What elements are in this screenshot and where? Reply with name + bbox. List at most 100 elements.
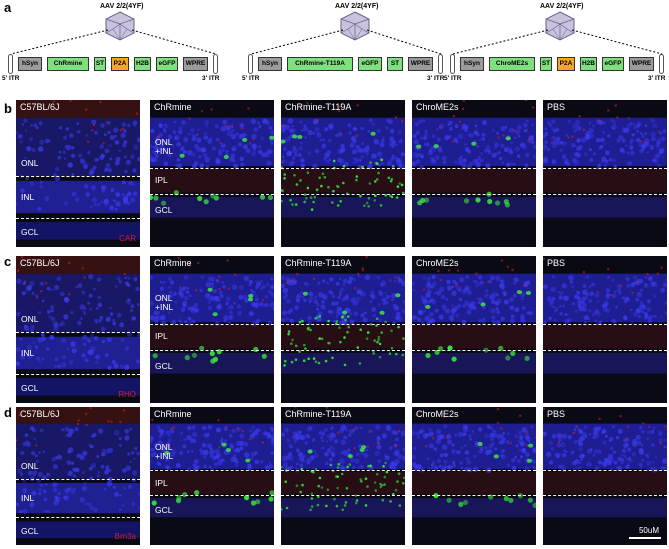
tissue-image [412,100,536,218]
tissue-image [150,257,274,374]
tissue-image [543,407,667,518]
micrograph-c-2: ChRmine-T119A [281,256,405,403]
construct-element-hsyn: hSyn [18,57,42,71]
layer-boundary-line [150,470,274,472]
construct-element-egfp: eGFP [358,57,382,71]
layer-label-ipl: IPL [155,477,168,488]
construct-element-st: ST [387,57,403,71]
layer-boundary-line [281,167,405,169]
construct-element-st: ST [540,57,552,71]
layer-label-gcl: GCL [155,204,173,215]
panel-title: ChroME2s [416,102,459,112]
micrograph-b-0: C57BL/6J ONL INL GCL CAR [16,100,140,247]
layer-label-inl: INL [21,191,35,202]
layer-boundary-line [412,323,536,325]
panel-title: PBS [547,258,566,268]
construct-element-h2b: H2B [134,57,151,71]
tissue-image [16,407,140,539]
layer-label-onl-inl: ONL +INL [155,137,174,157]
itr-right-icon [659,54,664,74]
micrograph-d-1: ChRmine ONL +INL IPL GCL [150,407,274,545]
itr-left-icon [8,54,13,74]
stain-label: RHO [118,390,136,399]
micrograph-b-2: ChRmine-T119A [281,100,405,247]
micrograph-b-4: PBS [543,100,667,247]
construct-element-wpre: WPRE [183,57,208,71]
tissue-image [281,102,405,218]
construct-element-p2a: P2A [557,57,575,71]
panel-title: C57BL/6J [20,258,60,268]
stain-label: Brn3a [114,532,136,541]
layer-boundary-line [150,323,274,325]
panel-title: C57BL/6J [20,102,60,112]
layer-boundary-line [16,217,140,219]
construct-element-chrmine: ChRmine [47,57,89,71]
micrograph-c-4: PBS [543,256,667,403]
tissue-image [412,259,536,374]
construct-element-wpre: WPRE [629,57,654,71]
tissue-image [412,408,536,518]
layer-boundary-line [16,517,140,519]
itr-3-label: 3' ITR [202,75,220,82]
layer-boundary-line [412,167,536,169]
layer-label-onl: ONL [21,313,39,324]
micrograph-d-0: C57BL/6J ONL INL GCL Brn3a [16,407,140,545]
layer-label-gcl: GCL [21,226,39,237]
micrograph-c-1: ChRmine ONL +INL IPL GCL [150,256,274,403]
layer-label-ipl: IPL [155,175,168,186]
tissue-image [16,100,140,240]
layer-boundary-line [16,176,140,178]
aav-serotype-label: AAV 2/2(4YF) [335,3,379,10]
layer-label-gcl: GCL [155,505,173,516]
capsid-connector-lines [452,29,663,55]
construct-element-chrmine-t119a: ChRmine-T119A [287,57,353,71]
itr-5-label: 5' ITR [444,75,462,82]
layer-boundary-line [281,194,405,196]
layer-boundary-line [16,478,140,480]
layer-boundary-line [412,350,536,352]
panel-title: PBS [547,409,566,419]
construct-element-p2a: P2A [111,57,129,71]
tissue-image [281,407,405,518]
itr-right-icon [213,54,218,74]
layer-boundary-line [281,323,405,325]
panel-title: ChroME2s [416,258,459,268]
construct-element-hsyn: hSyn [258,57,282,71]
itr-right-icon [438,54,443,74]
panel-title: ChRmine-T119A [285,102,352,112]
layer-boundary-line [543,167,667,169]
itr-5-label: 5' ITR [2,75,20,82]
panel-title: ChRmine-T119A [285,258,352,268]
layer-boundary-line [281,495,405,497]
layer-label-gcl: GCL [21,382,39,393]
layer-boundary-line [412,194,536,196]
construct-element-hsyn: hSyn [460,57,484,71]
layer-label-onl-inl: ONL +INL [155,441,174,461]
aav-capsid-icon [105,11,135,41]
panel-label-c: c [4,254,12,269]
itr-3-label: 3' ITR [648,75,666,82]
layer-boundary-line [543,495,667,497]
layer-label-inl: INL [21,492,35,503]
layer-label-ipl: IPL [155,331,168,342]
layer-boundary-line [150,350,274,352]
scale-bar [629,537,661,539]
panel-title: ChRmine [154,258,192,268]
panel-title: ChRmine [154,409,192,419]
aav-capsid-icon [340,11,370,41]
itr-5-label: 5' ITR [242,75,260,82]
aav-serotype-label: AAV 2/2(4YF) [100,3,144,10]
stain-label: CAR [119,234,136,243]
construct-element-egfp: eGFP [156,57,178,71]
micrograph-d-3: ChroME2s [412,407,536,545]
panel-label-a: a [4,0,12,15]
layer-boundary-line [281,470,405,472]
panel-label-b: b [4,101,12,116]
layer-label-onl-inl: ONL +INL [155,293,174,313]
micrograph-d-4: PBS 50uM [543,407,667,545]
layer-boundary-line [16,332,140,334]
capsid-connector-lines [250,29,442,55]
layer-boundary-line [543,470,667,472]
construct-element-st: ST [94,57,106,71]
layer-boundary-line [150,495,274,497]
